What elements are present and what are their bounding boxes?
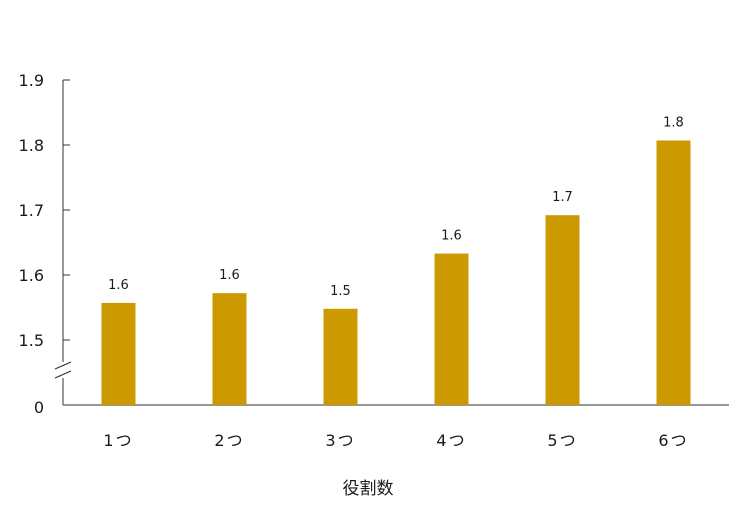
y-tick-label: 1.9 xyxy=(19,71,44,90)
x-tick-label: 4つ xyxy=(436,431,466,450)
y-tick-label: 1.5 xyxy=(19,331,44,350)
bar xyxy=(434,253,469,405)
bar-value-label: 1.6 xyxy=(108,278,129,293)
axis-break-mark-lower xyxy=(54,370,72,379)
x-tick-label: 6つ xyxy=(658,431,688,450)
axis-break-mark-upper xyxy=(54,361,72,370)
bar-value-label: 1.6 xyxy=(441,229,462,244)
bars xyxy=(101,140,691,405)
bar-value-label: 1.6 xyxy=(219,268,240,283)
bar-value-label: 1.8 xyxy=(663,115,684,130)
category-labels: 1つ 2つ 3つ 4つ 5つ 6つ xyxy=(103,431,688,450)
x-axis-title: 役割数 xyxy=(343,479,394,499)
y-axis: 1.5 1.6 1.7 1.8 1.9 0 xyxy=(19,71,72,417)
x-tick-label: 2つ xyxy=(214,431,244,450)
bar xyxy=(656,140,691,405)
y-tick-label: 1.6 xyxy=(19,266,44,285)
y-tick-label: 1.7 xyxy=(19,201,44,220)
x-tick-label: 5つ xyxy=(547,431,577,450)
bar-value-label: 1.7 xyxy=(552,190,573,205)
data-labels: 1.6 1.6 1.5 1.6 1.7 1.8 xyxy=(108,115,684,298)
bar xyxy=(323,308,358,405)
bar-value-label: 1.5 xyxy=(330,284,351,299)
bar xyxy=(212,293,247,405)
bar xyxy=(545,215,580,405)
y-tick-label: 1.8 xyxy=(19,136,44,155)
x-tick-label: 3つ xyxy=(325,431,355,450)
bar xyxy=(101,302,136,405)
x-tick-label: 1つ xyxy=(103,431,133,450)
y-tick-label-zero: 0 xyxy=(34,398,44,417)
